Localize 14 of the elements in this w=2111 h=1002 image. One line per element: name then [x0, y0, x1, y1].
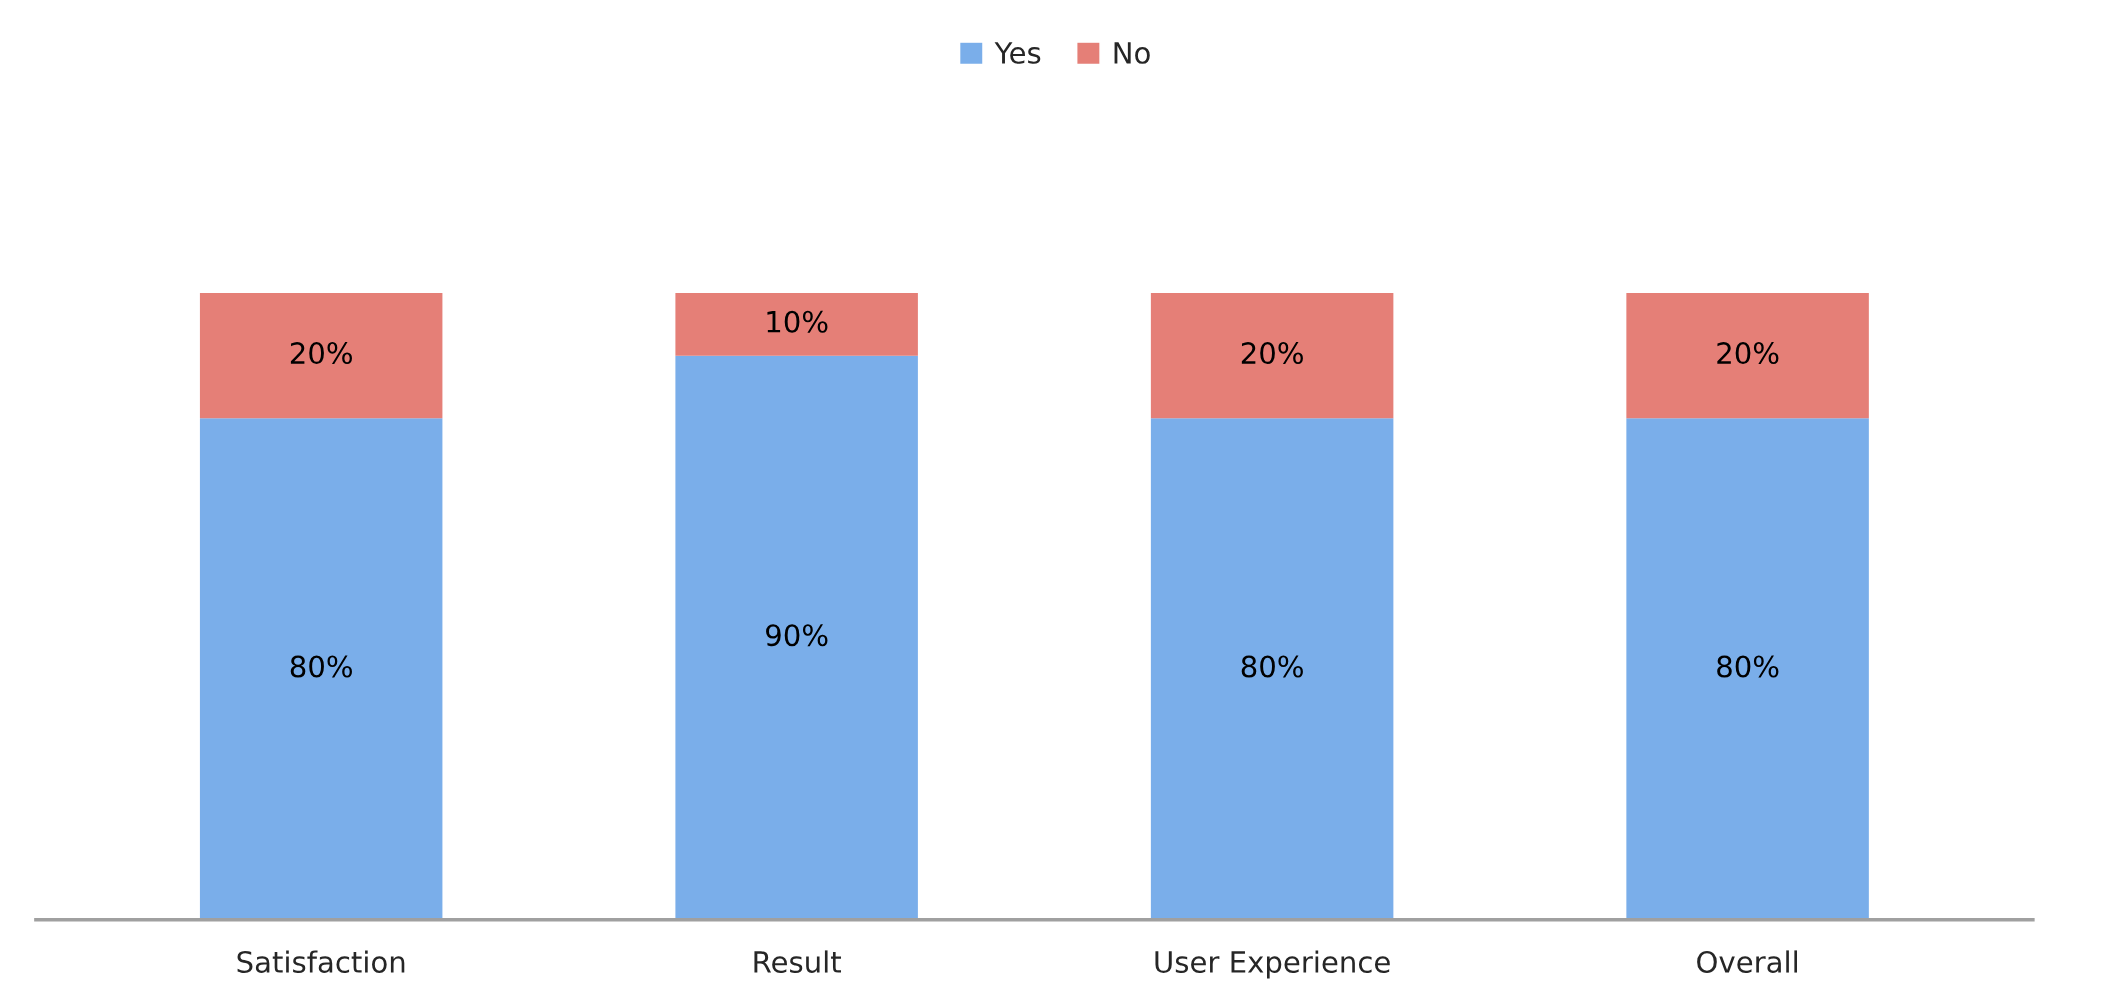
data-label: 80% [1717, 655, 1779, 678]
legend-label: Yes [994, 42, 1041, 64]
x-tick-label: Result [754, 950, 842, 973]
data-label: 80% [290, 655, 352, 678]
legend-label: No [1114, 42, 1150, 64]
data-label: 20% [290, 342, 352, 365]
x-tick-label: Satisfaction [237, 950, 405, 973]
data-label: 20% [1241, 342, 1303, 365]
data-label: 90% [766, 624, 828, 647]
data-label: 10% [767, 310, 828, 333]
x-tick-label: Overall [1697, 950, 1797, 973]
data-label: 80% [1241, 655, 1303, 678]
x-tick-label: User Experience [1155, 950, 1390, 979]
data-label: 20% [1717, 342, 1779, 365]
